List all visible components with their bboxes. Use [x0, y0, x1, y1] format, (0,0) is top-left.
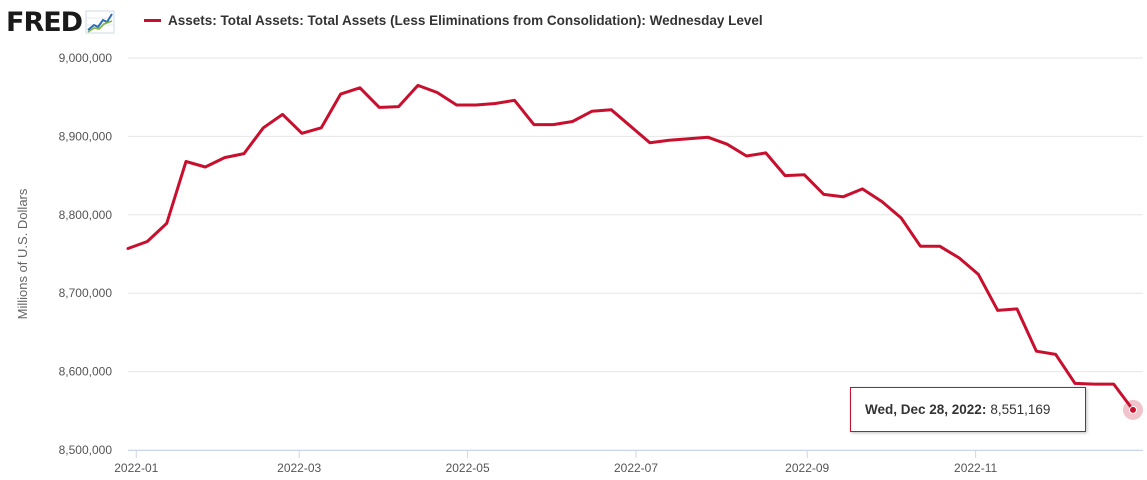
- data-point[interactable]: [141, 235, 153, 247]
- data-point[interactable]: [451, 99, 463, 111]
- x-tick-label: 2022-09: [785, 461, 829, 475]
- data-point[interactable]: [1088, 378, 1100, 390]
- data-point[interactable]: [721, 138, 733, 150]
- data-point[interactable]: [373, 101, 385, 113]
- data-point[interactable]: [992, 304, 1004, 316]
- x-tick-label: 2022-05: [446, 461, 490, 475]
- series-layer: [122, 79, 1135, 412]
- data-point[interactable]: [1108, 378, 1120, 390]
- y-axis-title: Millions of U.S. Dollars: [15, 188, 30, 319]
- data-point[interactable]: [876, 195, 888, 207]
- data-tooltip: Wed, Dec 28, 2022: 8,551,169: [850, 387, 1086, 432]
- data-point[interactable]: [567, 116, 579, 128]
- data-point[interactable]: [277, 108, 289, 120]
- data-point[interactable]: [779, 170, 791, 182]
- data-point[interactable]: [199, 161, 211, 173]
- data-point[interactable]: [315, 122, 327, 134]
- data-point[interactable]: [625, 120, 637, 132]
- data-point[interactable]: [1050, 348, 1062, 360]
- chart-legend: Assets: Total Assets: Total Assets (Less…: [144, 13, 763, 28]
- legend-swatch: [144, 19, 161, 22]
- data-point[interactable]: [1030, 345, 1042, 357]
- data-point[interactable]: [470, 99, 482, 111]
- data-point[interactable]: [528, 119, 540, 131]
- data-point[interactable]: [180, 155, 192, 167]
- hover-point: [1129, 405, 1137, 414]
- data-point[interactable]: [161, 217, 173, 229]
- data-point[interactable]: [412, 79, 424, 91]
- data-point[interactable]: [740, 150, 752, 162]
- data-point[interactable]: [586, 105, 598, 117]
- chart-header: FRED Assets: Total Assets: Total Assets …: [0, 0, 1147, 44]
- data-point[interactable]: [257, 122, 269, 134]
- y-tick-label: 9,000,000: [59, 51, 113, 65]
- x-tick-label: 2022-07: [614, 461, 658, 475]
- y-tick-label: 8,700,000: [59, 286, 113, 300]
- data-point[interactable]: [818, 188, 830, 200]
- data-point[interactable]: [393, 101, 405, 113]
- tooltip-value: 8,551,169: [990, 402, 1051, 417]
- data-point[interactable]: [335, 88, 347, 100]
- data-point[interactable]: [914, 240, 926, 252]
- data-point[interactable]: [431, 86, 443, 98]
- data-point[interactable]: [760, 147, 772, 159]
- data-point[interactable]: [238, 148, 250, 160]
- data-point[interactable]: [1011, 303, 1023, 315]
- fred-logo[interactable]: FRED: [6, 6, 115, 38]
- data-point[interactable]: [895, 212, 907, 224]
- x-tick-label: 2022-11: [954, 461, 997, 475]
- data-point[interactable]: [509, 94, 521, 106]
- data-point[interactable]: [489, 97, 501, 109]
- data-point[interactable]: [837, 191, 849, 203]
- data-point[interactable]: [953, 252, 965, 264]
- legend-label: Assets: Total Assets: Total Assets (Less…: [168, 13, 763, 28]
- x-tick-label: 2022-03: [277, 461, 321, 475]
- data-point[interactable]: [122, 243, 134, 255]
- data-point[interactable]: [547, 119, 559, 131]
- y-tick-label: 8,500,000: [59, 443, 113, 457]
- y-tick-label: 8,600,000: [59, 365, 113, 379]
- series-line[interactable]: [126, 83, 1135, 412]
- data-point[interactable]: [702, 131, 714, 143]
- trend-graph-icon: [85, 10, 115, 34]
- data-point[interactable]: [296, 127, 308, 139]
- y-tick-label: 8,800,000: [59, 208, 113, 222]
- x-tick-label: 2022-01: [114, 461, 158, 475]
- data-point[interactable]: [605, 104, 617, 116]
- data-point[interactable]: [219, 152, 231, 164]
- tooltip-date: Wed, Dec 28, 2022:: [865, 402, 987, 417]
- data-point[interactable]: [682, 133, 694, 145]
- hover-marker-layer: [1123, 399, 1143, 420]
- x-axis: 2022-01 2022-03 2022-05 2022-07 2022-09 2022-…: [114, 450, 1143, 475]
- logo-text: FRED: [6, 6, 83, 38]
- y-tick-label: 8,900,000: [59, 129, 113, 143]
- data-point[interactable]: [972, 268, 984, 280]
- data-point[interactable]: [934, 240, 946, 252]
- data-point[interactable]: [354, 82, 366, 94]
- data-point[interactable]: [856, 183, 868, 195]
- data-point[interactable]: [798, 169, 810, 181]
- data-point[interactable]: [644, 137, 656, 149]
- data-point[interactable]: [663, 134, 675, 146]
- y-axis-tick-labels: 8,500,000 8,600,000 8,700,000 8,800,000 8,90…: [59, 51, 113, 457]
